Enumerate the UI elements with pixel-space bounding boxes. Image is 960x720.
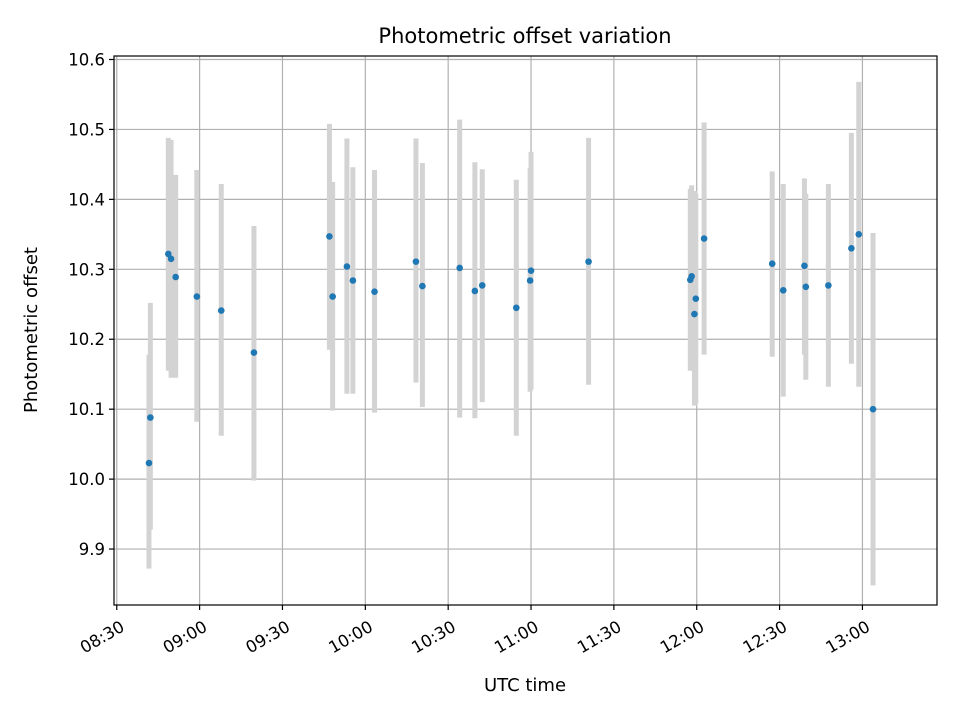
data-point <box>688 272 695 280</box>
data-point <box>145 459 153 467</box>
data-point <box>585 258 592 265</box>
data-point <box>512 304 520 312</box>
y-tick-label: 10.3 <box>68 260 105 279</box>
data-point <box>412 258 420 265</box>
data-point <box>801 262 808 270</box>
data-point <box>349 277 357 284</box>
data-point <box>526 277 534 284</box>
data-point <box>692 295 700 302</box>
data-point <box>456 264 463 272</box>
y-axis-label: Photometric offset <box>21 247 42 413</box>
y-grid <box>114 58 937 550</box>
data-point <box>172 273 179 281</box>
data-point <box>691 310 698 318</box>
y-tick-label: 10.1 <box>68 400 105 419</box>
data-point <box>825 282 832 289</box>
y-tick-label: 9.9 <box>79 540 105 559</box>
data-point <box>250 349 258 356</box>
data-point <box>217 307 225 314</box>
data-point <box>147 414 154 421</box>
y-tick-label: 10.5 <box>68 120 105 139</box>
data-point <box>855 231 863 238</box>
data-point <box>193 293 201 300</box>
data-point <box>329 293 336 300</box>
y-tick-label: 10.6 <box>68 50 105 69</box>
y-tick-label: 10.2 <box>68 330 105 349</box>
y-ticks: 9.9 10.0 10.1 10.2 10.3 10.4 10.5 10.6 <box>68 50 114 559</box>
data-point <box>343 263 351 270</box>
data-point <box>848 245 855 252</box>
data-points <box>145 231 877 467</box>
data-point <box>478 282 486 289</box>
y-tick-label: 10.0 <box>68 470 105 489</box>
chart-title: Photometric offset variation <box>378 24 671 48</box>
data-point <box>371 288 378 295</box>
data-point <box>419 282 426 290</box>
data-point <box>326 233 333 240</box>
x-axis-label: UTC time <box>484 675 566 696</box>
data-point <box>768 260 776 268</box>
y-tick-label: 10.4 <box>68 190 105 209</box>
data-point <box>700 235 708 242</box>
data-point <box>779 286 787 294</box>
data-point <box>165 250 172 258</box>
data-point <box>167 255 175 263</box>
data-point <box>471 287 479 295</box>
data-point <box>527 267 535 275</box>
data-point <box>802 283 810 291</box>
data-point <box>869 405 877 413</box>
plot-frame <box>113 55 938 606</box>
